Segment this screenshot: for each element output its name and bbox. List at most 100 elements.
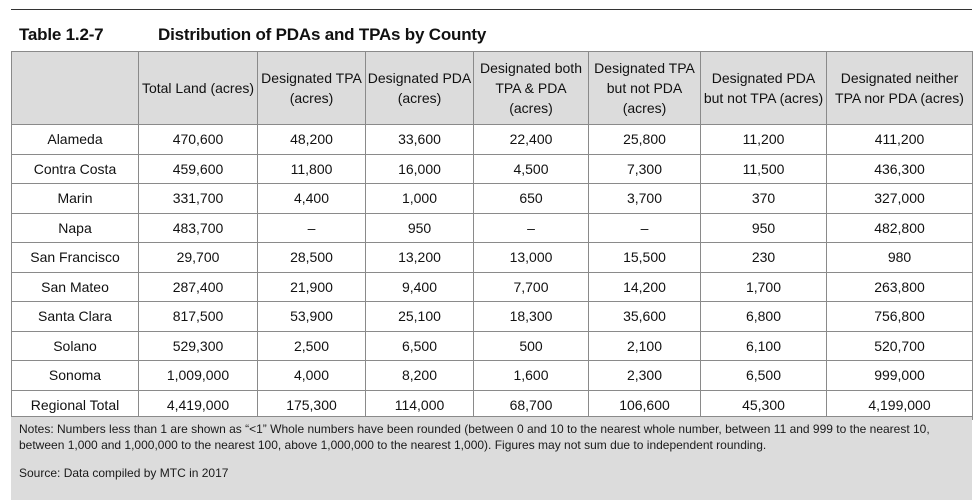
header-cell: Designated PDA but not TPA (acres) bbox=[700, 51, 827, 125]
value-cell: 4,419,000 bbox=[138, 389, 258, 420]
table-row: Marin 331,700 4,400 1,000 650 3,700 370 327,000 bbox=[11, 183, 973, 214]
value-cell: 327,000 bbox=[826, 183, 973, 214]
value-cell: 28,500 bbox=[257, 242, 366, 273]
value-cell: 230 bbox=[700, 242, 827, 273]
header-cell: Designated TPA (acres) bbox=[257, 51, 366, 125]
table-row: Santa Clara 817,500 53,900 25,100 18,300 35,6… bbox=[11, 301, 973, 332]
value-cell: 4,199,000 bbox=[826, 389, 973, 420]
county-name-cell: Sonoma bbox=[11, 360, 139, 391]
value-cell: 7,300 bbox=[588, 153, 701, 184]
value-cell: – bbox=[257, 212, 366, 243]
value-cell: 11,500 bbox=[700, 153, 827, 184]
value-cell: 263,800 bbox=[826, 271, 973, 302]
value-cell: 9,400 bbox=[365, 271, 474, 302]
value-cell: 6,500 bbox=[700, 360, 827, 391]
county-name-cell: Regional Total bbox=[11, 389, 139, 420]
county-name-cell: Santa Clara bbox=[11, 301, 139, 332]
value-cell: 756,800 bbox=[826, 301, 973, 332]
value-cell: 287,400 bbox=[138, 271, 258, 302]
value-cell: 16,000 bbox=[365, 153, 474, 184]
value-cell: 650 bbox=[473, 183, 589, 214]
header-cell: Total Land (acres) bbox=[138, 51, 258, 125]
value-cell: 1,600 bbox=[473, 360, 589, 391]
table-row: Sonoma 1,009,000 4,000 8,200 1,600 2,300 6,500… bbox=[11, 360, 973, 391]
value-cell: 8,200 bbox=[365, 360, 474, 391]
value-cell: – bbox=[588, 212, 701, 243]
value-cell: 459,600 bbox=[138, 153, 258, 184]
value-cell: 18,300 bbox=[473, 301, 589, 332]
value-cell: 7,700 bbox=[473, 271, 589, 302]
value-cell: 33,600 bbox=[365, 124, 474, 155]
data-table: Total Land (acres) Designated TPA (acres… bbox=[11, 51, 973, 420]
county-name-cell: San Mateo bbox=[11, 271, 139, 302]
value-cell: 6,800 bbox=[700, 301, 827, 332]
value-cell: 13,000 bbox=[473, 242, 589, 273]
value-cell: 1,009,000 bbox=[138, 360, 258, 391]
value-cell: 6,500 bbox=[365, 330, 474, 361]
header-cell: Designated neither TPA nor PDA (acres) bbox=[826, 51, 973, 125]
value-cell: 53,900 bbox=[257, 301, 366, 332]
county-name-cell: Solano bbox=[11, 330, 139, 361]
value-cell: 4,400 bbox=[257, 183, 366, 214]
value-cell: 45,300 bbox=[700, 389, 827, 420]
value-cell: 817,500 bbox=[138, 301, 258, 332]
value-cell: 411,200 bbox=[826, 124, 973, 155]
value-cell: 950 bbox=[700, 212, 827, 243]
value-cell: 25,800 bbox=[588, 124, 701, 155]
value-cell: 999,000 bbox=[826, 360, 973, 391]
total-row: Regional Total 4,419,000 175,300 114,000 68,… bbox=[11, 389, 973, 420]
value-cell: 950 bbox=[365, 212, 474, 243]
value-cell: 21,900 bbox=[257, 271, 366, 302]
value-cell: 14,200 bbox=[588, 271, 701, 302]
value-cell: 4,500 bbox=[473, 153, 589, 184]
table-row: Napa 483,700–950– –950 482,800 bbox=[11, 212, 973, 243]
value-cell: 3,700 bbox=[588, 183, 701, 214]
table-row: Contra Costa 459,600 11,800 16,000 4,500 7,30… bbox=[11, 153, 973, 184]
header-cell: Designated both TPA & PDA (acres) bbox=[473, 51, 589, 125]
value-cell: 114,000 bbox=[365, 389, 474, 420]
value-cell: 13,200 bbox=[365, 242, 474, 273]
value-cell: 500 bbox=[473, 330, 589, 361]
table-row: Alameda 470,600 48,200 33,600 22,400 25,800 11… bbox=[11, 124, 973, 155]
value-cell: 331,700 bbox=[138, 183, 258, 214]
value-cell: 11,800 bbox=[257, 153, 366, 184]
table-row: San Francisco 29,700 28,500 13,200 13,000 15,… bbox=[11, 242, 973, 273]
county-name-cell: Contra Costa bbox=[11, 153, 139, 184]
value-cell: 520,700 bbox=[826, 330, 973, 361]
table-title-row: Table 1.2-7 Distribution of PDAs and TPA… bbox=[19, 22, 486, 48]
value-cell: – bbox=[473, 212, 589, 243]
notes-text: Notes: Numbers less than 1 are shown as … bbox=[19, 422, 930, 452]
value-cell: 11,200 bbox=[700, 124, 827, 155]
value-cell: 35,600 bbox=[588, 301, 701, 332]
table-body: Alameda 470,600 48,200 33,600 22,400 25,800 11… bbox=[11, 124, 973, 420]
header-cell bbox=[11, 51, 139, 125]
data-table-wrapper: Total Land (acres) Designated TPA (acres… bbox=[11, 51, 973, 420]
value-cell: 4,000 bbox=[257, 360, 366, 391]
value-cell: 482,800 bbox=[826, 212, 973, 243]
value-cell: 22,400 bbox=[473, 124, 589, 155]
header-row: Total Land (acres) Designated TPA (acres… bbox=[11, 51, 973, 125]
county-name-cell: Alameda bbox=[11, 124, 139, 155]
value-cell: 2,500 bbox=[257, 330, 366, 361]
value-cell: 470,600 bbox=[138, 124, 258, 155]
value-cell: 2,100 bbox=[588, 330, 701, 361]
source-text: Source: Data compiled by MTC in 2017 bbox=[19, 466, 229, 480]
value-cell: 529,300 bbox=[138, 330, 258, 361]
value-cell: 2,300 bbox=[588, 360, 701, 391]
value-cell: 483,700 bbox=[138, 212, 258, 243]
county-name-cell: San Francisco bbox=[11, 242, 139, 273]
table-title: Distribution of PDAs and TPAs by County bbox=[158, 25, 487, 44]
value-cell: 1,700 bbox=[700, 271, 827, 302]
value-cell: 6,100 bbox=[700, 330, 827, 361]
value-cell: 436,300 bbox=[826, 153, 973, 184]
value-cell: 25,100 bbox=[365, 301, 474, 332]
header-cell: Designated TPA but not PDA (acres) bbox=[588, 51, 701, 125]
value-cell: 1,000 bbox=[365, 183, 474, 214]
table-number: Table 1.2-7 bbox=[19, 25, 104, 44]
county-name-cell: Marin bbox=[11, 183, 139, 214]
value-cell: 15,500 bbox=[588, 242, 701, 273]
value-cell: 48,200 bbox=[257, 124, 366, 155]
value-cell: 370 bbox=[700, 183, 827, 214]
top-rule bbox=[11, 9, 972, 10]
table-row: San Mateo 287,400 21,900 9,400 7,700 14,200 1,… bbox=[11, 271, 973, 302]
